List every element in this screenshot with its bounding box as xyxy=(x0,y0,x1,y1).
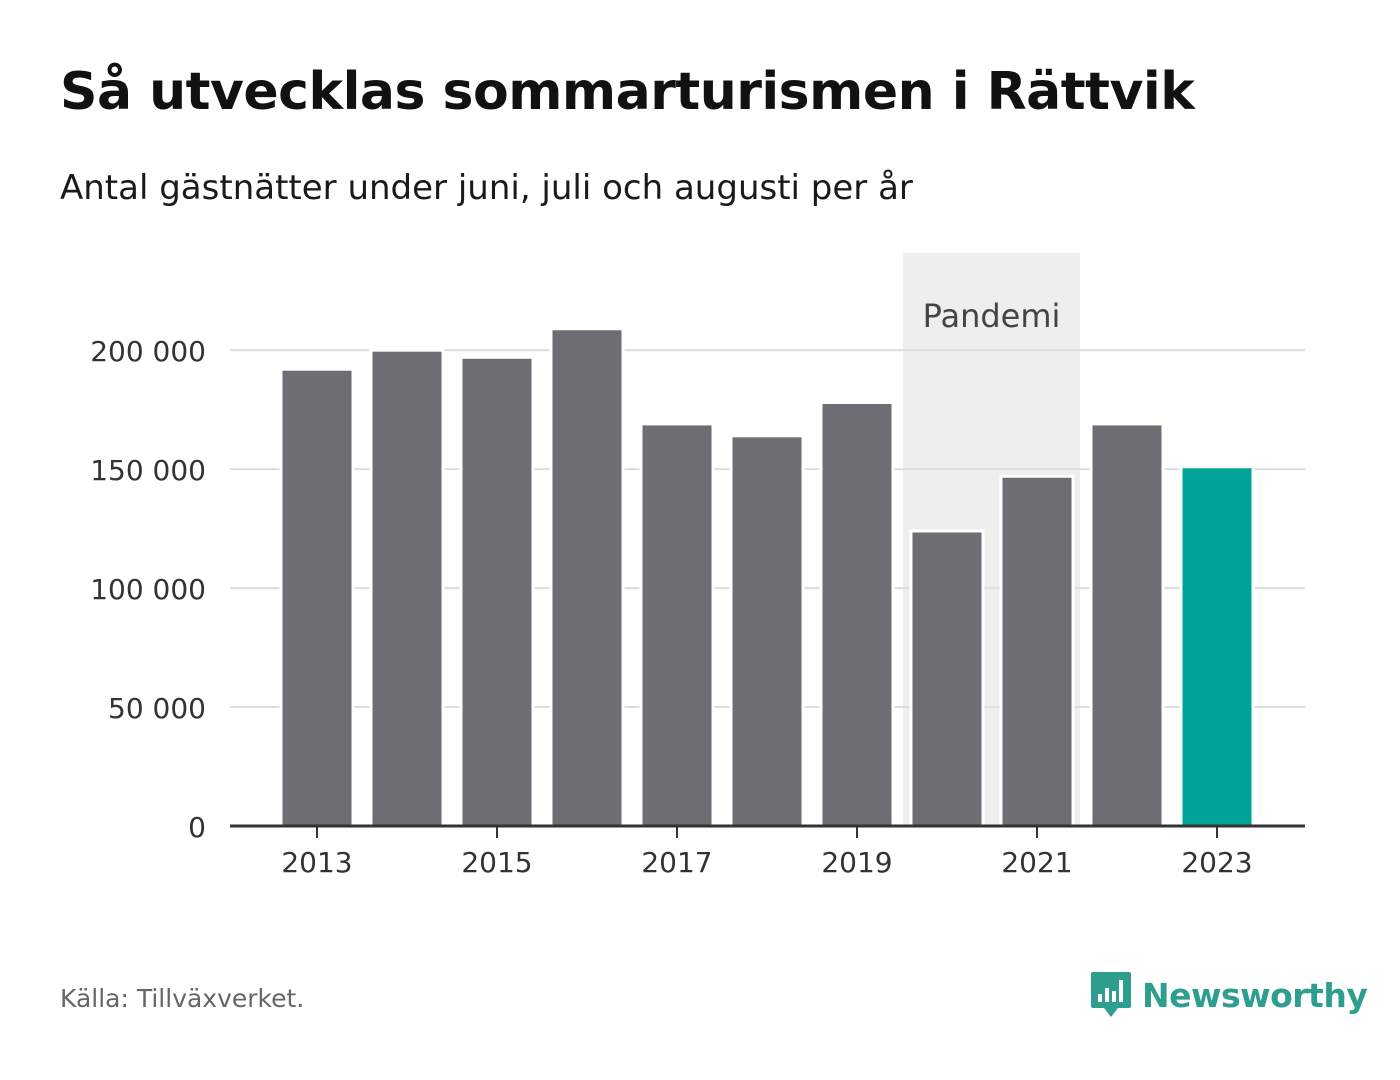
bar-2013 xyxy=(279,367,355,828)
y-tick-label: 50 000 xyxy=(108,692,206,725)
bar-2014 xyxy=(369,348,445,828)
chart-title: Så utvecklas sommarturismen i Rättvik xyxy=(60,62,1195,122)
bar-2020 xyxy=(909,529,985,828)
bar-2019 xyxy=(819,401,895,828)
x-tick-label: 2021 xyxy=(1001,846,1072,879)
bar-2021 xyxy=(999,474,1075,828)
bar-2017 xyxy=(639,422,715,828)
chart-subtitle: Antal gästnätter under juni, juli och au… xyxy=(60,168,913,208)
brand-logo[interactable]: Newsworthy xyxy=(1090,970,1368,1020)
source-note: Källa: Tillväxverket. xyxy=(60,984,305,1013)
x-tick-label: 2015 xyxy=(461,846,532,879)
bars xyxy=(279,327,1255,828)
x-axis xyxy=(230,824,1305,838)
x-tick-label: 2023 xyxy=(1181,846,1252,879)
annotation-label: Pandemi xyxy=(923,297,1061,335)
bar-chart: Pandemi 0 50 000 100 000 150 000 200 000 201… xyxy=(90,253,1305,879)
y-axis-labels: 0 50 000 100 000 150 000 200 000 xyxy=(90,335,206,844)
bar-chart-speech-bubble-icon xyxy=(1091,972,1131,1017)
bar-2018 xyxy=(729,434,805,828)
bar-2022 xyxy=(1089,422,1165,828)
y-tick-label: 150 000 xyxy=(90,454,206,487)
y-tick-label: 100 000 xyxy=(90,573,206,606)
bar-2015 xyxy=(459,355,535,828)
y-tick-label: 0 xyxy=(188,811,206,844)
brand-name: Newsworthy xyxy=(1142,975,1368,1015)
bar-2016 xyxy=(549,327,625,828)
x-tick-label: 2017 xyxy=(641,846,712,879)
x-axis-labels: 2013 2015 2017 2019 2021 2023 xyxy=(281,846,1252,879)
y-tick-label: 200 000 xyxy=(90,335,206,368)
bar-2023 xyxy=(1179,465,1255,828)
x-tick-label: 2013 xyxy=(281,846,352,879)
x-tick-label: 2019 xyxy=(821,846,892,879)
